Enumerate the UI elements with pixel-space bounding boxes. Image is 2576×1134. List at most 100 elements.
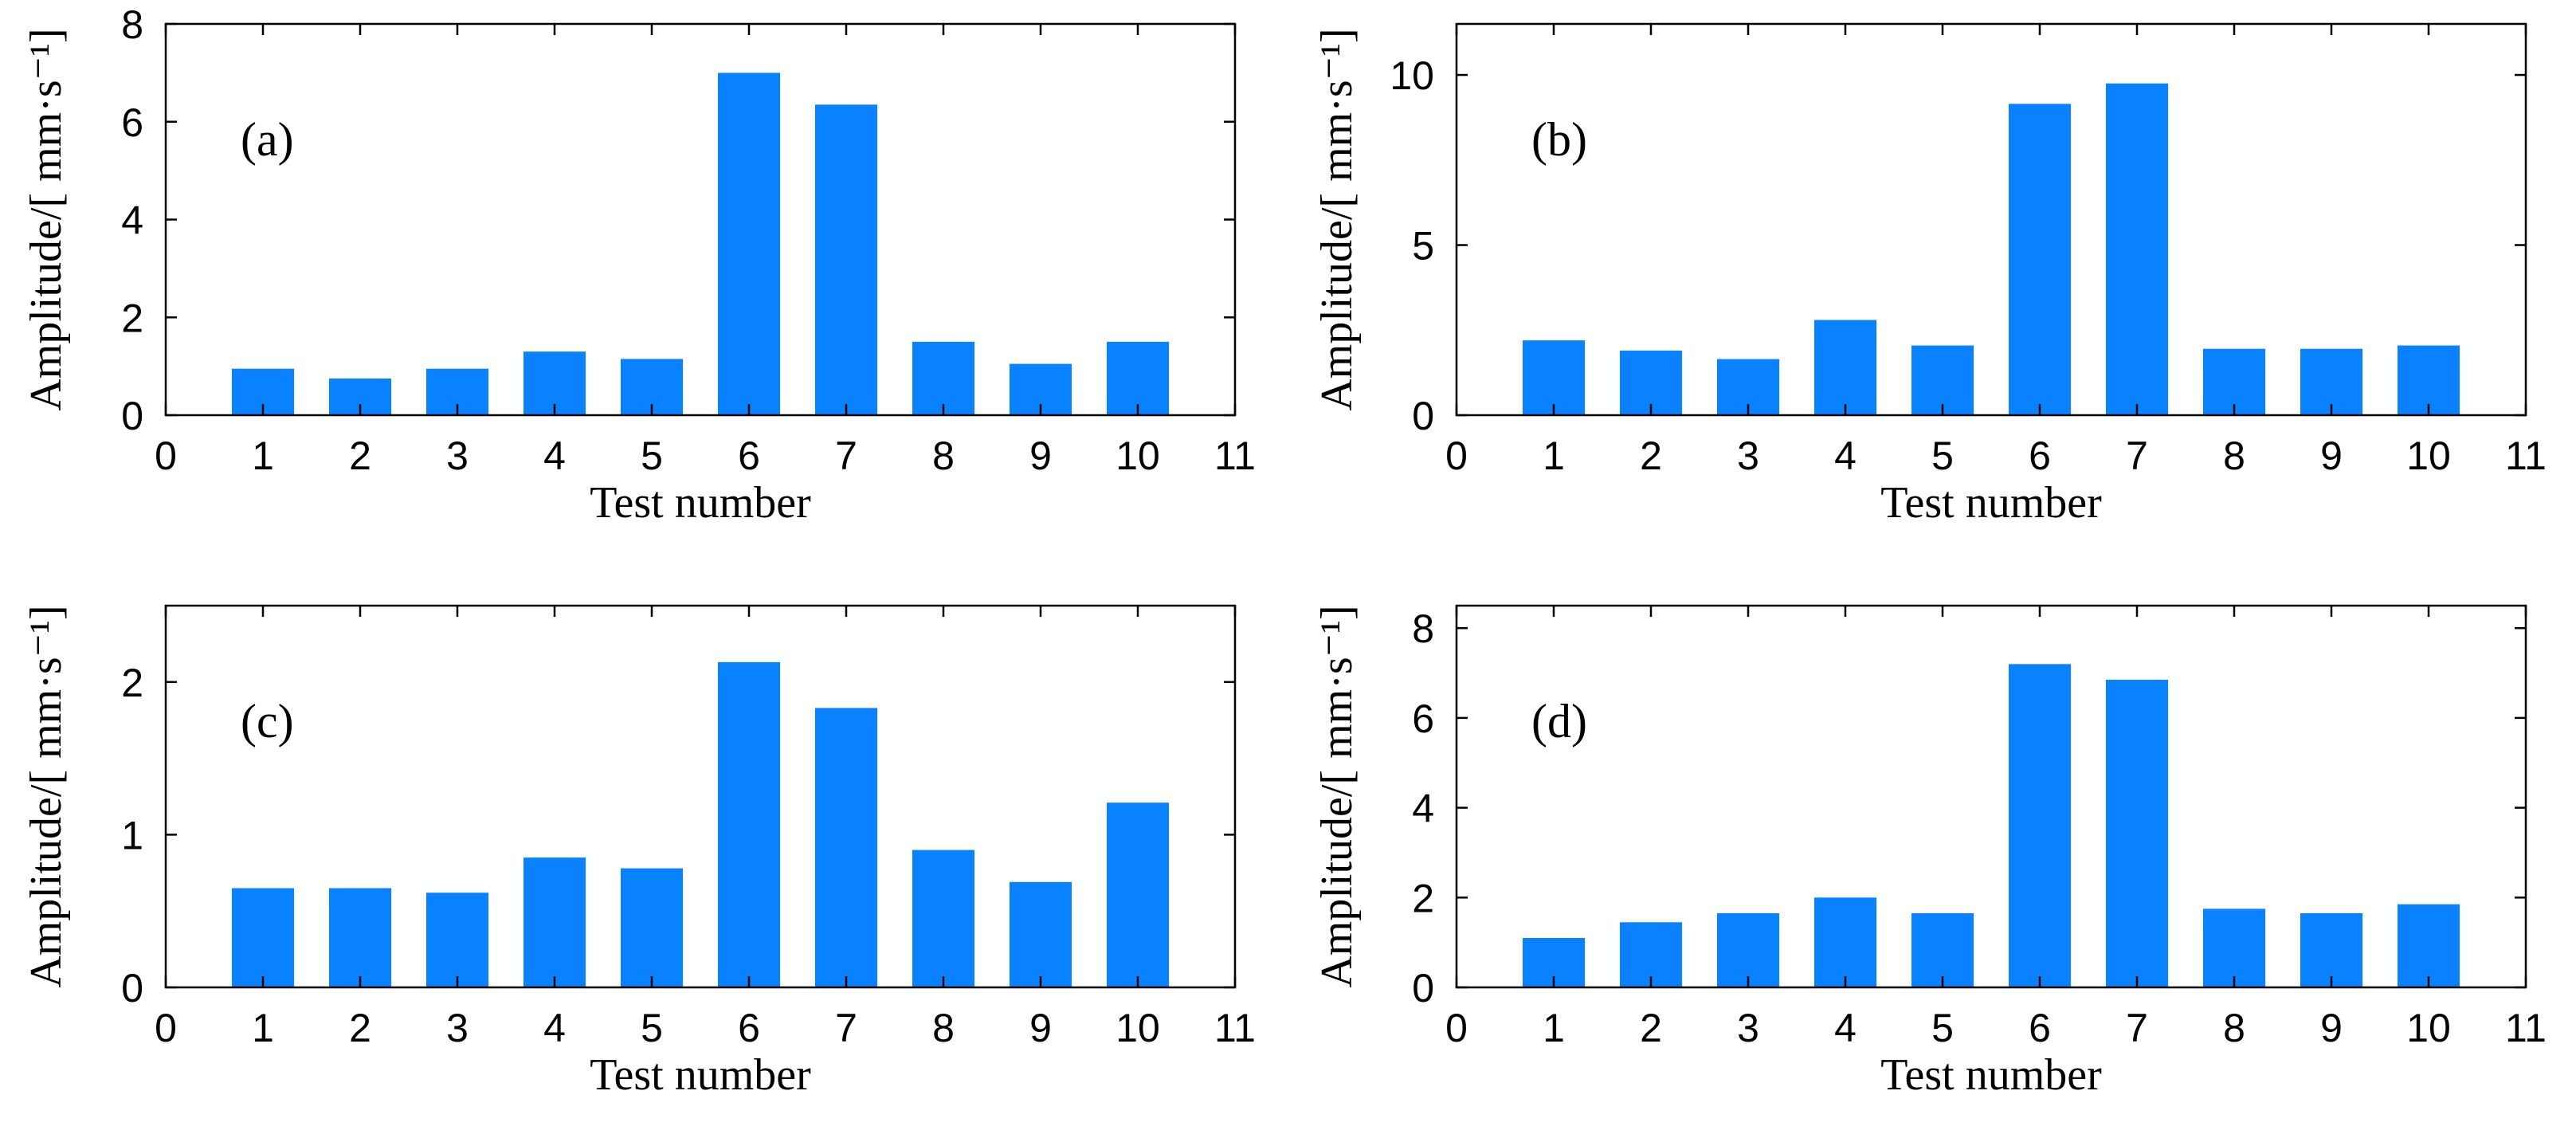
x-tick-label-a-10: 10 bbox=[1115, 434, 1160, 478]
chart-panel-c: 0 1 2 3 4 5 6 7 8 9 10 11 0 1 2 Test number Amplitude/[ … bbox=[22, 604, 1256, 1100]
x-tick-label-d-6: 6 bbox=[2029, 1006, 2051, 1050]
x-tick-label-b-10: 10 bbox=[2406, 434, 2451, 478]
bar-d-6 bbox=[2009, 664, 2072, 987]
x-tick-label-b-5: 5 bbox=[1931, 434, 1954, 478]
x-axis-title-c: Test number bbox=[590, 1050, 811, 1100]
bar-a-10 bbox=[1107, 341, 1170, 415]
y-axis-title-a: Amplitude/[ mm·s⁻¹] bbox=[22, 28, 71, 410]
x-tick-label-a-2: 2 bbox=[349, 434, 371, 478]
bar-d-8 bbox=[2203, 908, 2266, 987]
y-tick-label-a-2: 2 bbox=[121, 296, 143, 340]
x-tick-label-a-1: 1 bbox=[252, 434, 274, 478]
x-tick-label-a-8: 8 bbox=[932, 434, 955, 478]
x-tick-label-b-9: 9 bbox=[2320, 434, 2343, 478]
x-tick-label-a-6: 6 bbox=[738, 434, 760, 478]
x-tick-label-a-4: 4 bbox=[543, 434, 566, 478]
plot-frame-b bbox=[1455, 22, 2527, 417]
y-tick-label-b-5: 5 bbox=[1412, 224, 1434, 269]
x-tick-label-b-11: 11 bbox=[2505, 434, 2547, 478]
x-tick-label-d-0: 0 bbox=[1445, 1006, 1468, 1050]
y-tick-label-a-8: 8 bbox=[121, 2, 143, 47]
bar-d-10 bbox=[2398, 904, 2460, 987]
y-tick-label-d-8: 8 bbox=[1412, 606, 1434, 651]
x-axis-title-b: Test number bbox=[1880, 478, 2102, 528]
y-tick-label-d-2: 2 bbox=[1412, 876, 1434, 920]
bar-c-9 bbox=[1010, 881, 1072, 987]
x-tick-label-a-0: 0 bbox=[155, 434, 177, 478]
x-tick-label-d-4: 4 bbox=[1834, 1006, 1857, 1050]
x-tick-label-d-11: 11 bbox=[2505, 1006, 2547, 1050]
x-tick-label-b-3: 3 bbox=[1737, 434, 1759, 478]
x-tick-label-d-1: 1 bbox=[1543, 1006, 1565, 1050]
y-tick-label-b-0: 0 bbox=[1412, 394, 1434, 438]
x-tick-label-a-11: 11 bbox=[1214, 434, 1256, 478]
chart-panel-a: 0 1 2 3 4 5 6 7 8 9 10 11 0 2 4 6 8 Test number Amplitude/… bbox=[22, 2, 1256, 528]
bar-b-4 bbox=[1814, 320, 1877, 415]
x-tick-label-a-5: 5 bbox=[641, 434, 663, 478]
x-tick-label-b-2: 2 bbox=[1640, 434, 1662, 478]
bar-a-8 bbox=[912, 341, 975, 415]
y-tick-label-c-2: 2 bbox=[121, 661, 143, 705]
y-tick-label-c-0: 0 bbox=[121, 966, 143, 1010]
x-tick-label-c-11: 11 bbox=[1214, 1006, 1256, 1050]
bar-d-7 bbox=[2106, 680, 2169, 987]
plot-frame-a bbox=[164, 22, 1237, 417]
panel-label-b: (b) bbox=[1531, 113, 1587, 166]
y-tick-label-d-0: 0 bbox=[1412, 966, 1434, 1010]
x-tick-label-d-8: 8 bbox=[2223, 1006, 2245, 1050]
x-tick-label-c-5: 5 bbox=[641, 1006, 663, 1050]
x-tick-label-c-1: 1 bbox=[252, 1006, 274, 1050]
x-tick-label-c-3: 3 bbox=[446, 1006, 469, 1050]
x-axis-title-d: Test number bbox=[1880, 1050, 2102, 1100]
chart-panel-d: 0 1 2 3 4 5 6 7 8 9 10 11 0 2 4 6 8 Test number Amplitude/… bbox=[1312, 604, 2547, 1100]
bar-c-3 bbox=[426, 893, 489, 987]
bar-c-5 bbox=[621, 868, 684, 987]
x-axis-title-a: Test number bbox=[590, 478, 811, 528]
x-tick-label-d-7: 7 bbox=[2126, 1006, 2148, 1050]
y-tick-label-d-6: 6 bbox=[1412, 696, 1434, 741]
bar-b-1 bbox=[1523, 340, 1586, 415]
plot-frame-d bbox=[1455, 604, 2527, 989]
x-tick-label-a-3: 3 bbox=[446, 434, 469, 478]
x-tick-label-b-1: 1 bbox=[1543, 434, 1565, 478]
x-tick-label-c-10: 10 bbox=[1115, 1006, 1160, 1050]
bar-b-7 bbox=[2106, 83, 2169, 415]
x-tick-label-b-8: 8 bbox=[2223, 434, 2245, 478]
x-tick-label-d-2: 2 bbox=[1640, 1006, 1662, 1050]
bar-c-2 bbox=[329, 888, 392, 987]
bar-d-5 bbox=[1911, 913, 1974, 987]
bar-d-9 bbox=[2300, 913, 2363, 987]
bar-b-6 bbox=[2009, 104, 2072, 416]
x-tick-label-d-10: 10 bbox=[2406, 1006, 2451, 1050]
bar-c-7 bbox=[815, 708, 878, 987]
x-tick-label-c-9: 9 bbox=[1029, 1006, 1052, 1050]
x-tick-label-c-0: 0 bbox=[155, 1006, 177, 1050]
y-axis-title-c: Amplitude/[ mm·s⁻¹] bbox=[22, 605, 71, 987]
x-tick-label-a-9: 9 bbox=[1029, 434, 1052, 478]
bar-c-1 bbox=[232, 888, 295, 987]
x-tick-label-a-7: 7 bbox=[835, 434, 857, 478]
panel-label-c: (c) bbox=[241, 695, 294, 747]
bar-b-5 bbox=[1911, 345, 1974, 415]
y-tick-label-a-0: 0 bbox=[121, 394, 143, 438]
x-tick-label-b-0: 0 bbox=[1445, 434, 1468, 478]
x-tick-label-d-9: 9 bbox=[2320, 1006, 2343, 1050]
panel-label-a: (a) bbox=[241, 113, 294, 166]
x-tick-label-c-2: 2 bbox=[349, 1006, 371, 1050]
y-tick-label-d-4: 4 bbox=[1412, 787, 1434, 831]
chart-panel-b: 0 1 2 3 4 5 6 7 8 9 10 11 0 5 10 Test number Amplitude/[… bbox=[1312, 22, 2547, 528]
y-tick-label-c-1: 1 bbox=[121, 813, 143, 857]
y-axis-title-d: Amplitude/[ mm·s⁻¹] bbox=[1312, 605, 1362, 987]
plot-frame-c bbox=[164, 604, 1237, 989]
x-tick-label-d-3: 3 bbox=[1737, 1006, 1759, 1050]
bar-a-7 bbox=[815, 104, 878, 416]
bar-c-10 bbox=[1107, 802, 1170, 987]
x-tick-label-c-7: 7 bbox=[835, 1006, 857, 1050]
bar-d-4 bbox=[1814, 897, 1877, 987]
bar-b-10 bbox=[2398, 345, 2460, 415]
y-axis-title-b: Amplitude/[ mm·s⁻¹] bbox=[1312, 28, 1362, 410]
x-tick-label-c-6: 6 bbox=[738, 1006, 760, 1050]
x-tick-label-c-4: 4 bbox=[543, 1006, 566, 1050]
y-tick-label-a-4: 4 bbox=[121, 198, 143, 243]
